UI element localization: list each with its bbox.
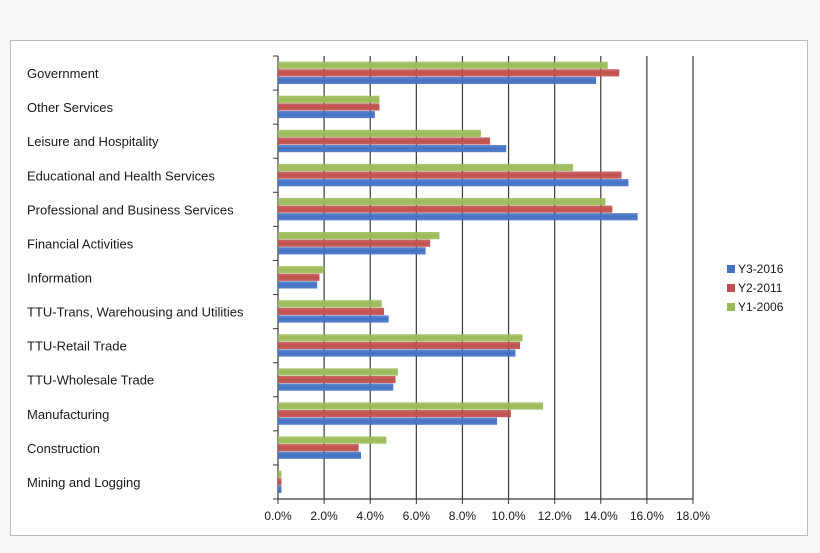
bar-y2-2011 <box>278 478 282 486</box>
legend-swatch <box>727 284 735 292</box>
legend-label: Y1-2006 <box>738 300 784 314</box>
bar-y1-2006 <box>278 61 608 69</box>
x-tick-label: 12.0% <box>538 509 572 523</box>
bar-y2-2011 <box>278 239 431 247</box>
bar-y3-2016 <box>278 315 389 323</box>
bar-y3-2016 <box>278 281 318 289</box>
bar-y3-2016 <box>278 383 394 391</box>
bar-y1-2006 <box>278 197 606 206</box>
bar-y3-2016 <box>278 417 498 425</box>
x-tick-label: 14.0% <box>584 509 618 523</box>
x-tick-label: 4.0% <box>357 509 385 523</box>
category-label: Information <box>27 271 92 286</box>
bar-y1-2006 <box>278 232 440 240</box>
bar-chart: 0.0% 2.0% 4.0% 6.0% 8.0% 10.0% 12.0% 14.0% 16.0%… <box>27 55 784 523</box>
x-tick-label: 16.0% <box>630 509 664 523</box>
category-label: Leisure and Hospitality <box>27 134 159 149</box>
x-tick-label: 10.0% <box>492 509 526 523</box>
category-label: Government <box>27 66 99 81</box>
legend-label: Y3-2016 <box>738 262 784 276</box>
x-tick-label: 0.0% <box>264 509 292 523</box>
chart-frame: 0.0% 2.0% 4.0% 6.0% 8.0% 10.0% 12.0% 14.0% 16.0%… <box>10 40 808 536</box>
legend-swatch <box>727 265 735 273</box>
bar-y2-2011 <box>278 307 385 315</box>
category-label: Manufacturing <box>27 407 109 422</box>
bar-y1-2006 <box>278 436 387 444</box>
bar-y3-2016 <box>278 144 507 153</box>
bar-y3-2016 <box>278 213 638 221</box>
bar-y2-2011 <box>278 410 511 418</box>
bar-y1-2006 <box>278 129 481 137</box>
bar-y1-2006 <box>278 95 380 103</box>
bar-y2-2011 <box>278 341 521 350</box>
category-label: TTU-Trans, Warehousing and Utilities <box>27 305 244 320</box>
category-label: Construction <box>27 441 100 456</box>
bar-y3-2016 <box>278 179 629 187</box>
legend-swatch <box>727 303 735 311</box>
bar-y2-2011 <box>278 444 359 452</box>
bar-y1-2006 <box>278 470 282 478</box>
x-tick-label: 8.0% <box>449 509 477 523</box>
bar-y3-2016 <box>278 247 426 255</box>
category-label: Financial Activities <box>27 236 134 251</box>
category-label: Educational and Health Services <box>27 168 215 183</box>
x-tick-label: 6.0% <box>403 509 431 523</box>
bar-y1-2006 <box>278 163 574 172</box>
bar-y2-2011 <box>278 137 491 145</box>
bar-y3-2016 <box>278 485 282 493</box>
bar-y3-2016 <box>278 349 516 357</box>
bar-y2-2011 <box>278 375 396 384</box>
x-tick-label: 18.0% <box>676 509 710 523</box>
bar-y3-2016 <box>278 110 375 119</box>
bar-y1-2006 <box>278 334 523 342</box>
category-label: Professional and Business Services <box>27 202 234 217</box>
bar-y3-2016 <box>278 451 361 459</box>
bar-y2-2011 <box>278 205 613 213</box>
bar-y2-2011 <box>278 273 320 281</box>
bar-y2-2011 <box>278 103 380 111</box>
bar-y1-2006 <box>278 266 325 274</box>
bar-y1-2006 <box>278 300 382 308</box>
category-label: Mining and Logging <box>27 475 140 490</box>
bar-y2-2011 <box>278 69 620 77</box>
bar-y3-2016 <box>278 76 597 85</box>
bar-y1-2006 <box>278 368 398 376</box>
category-label: TTU-Wholesale Trade <box>27 373 154 388</box>
legend-label: Y2-2011 <box>738 281 783 295</box>
category-label: Other Services <box>27 100 113 115</box>
bar-y1-2006 <box>278 402 544 410</box>
x-tick-label: 2.0% <box>310 509 338 523</box>
bar-y2-2011 <box>278 171 622 179</box>
category-label: TTU-Retail Trade <box>27 339 127 354</box>
